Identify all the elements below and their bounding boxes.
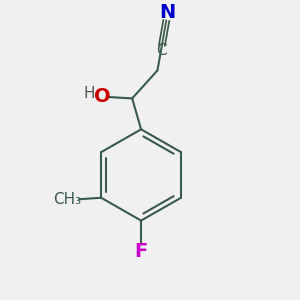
Text: C: C xyxy=(156,43,167,58)
Text: F: F xyxy=(134,242,148,261)
Text: CH₃: CH₃ xyxy=(53,192,81,207)
Text: N: N xyxy=(159,3,175,22)
Text: H: H xyxy=(84,86,95,101)
Text: O: O xyxy=(94,87,111,106)
